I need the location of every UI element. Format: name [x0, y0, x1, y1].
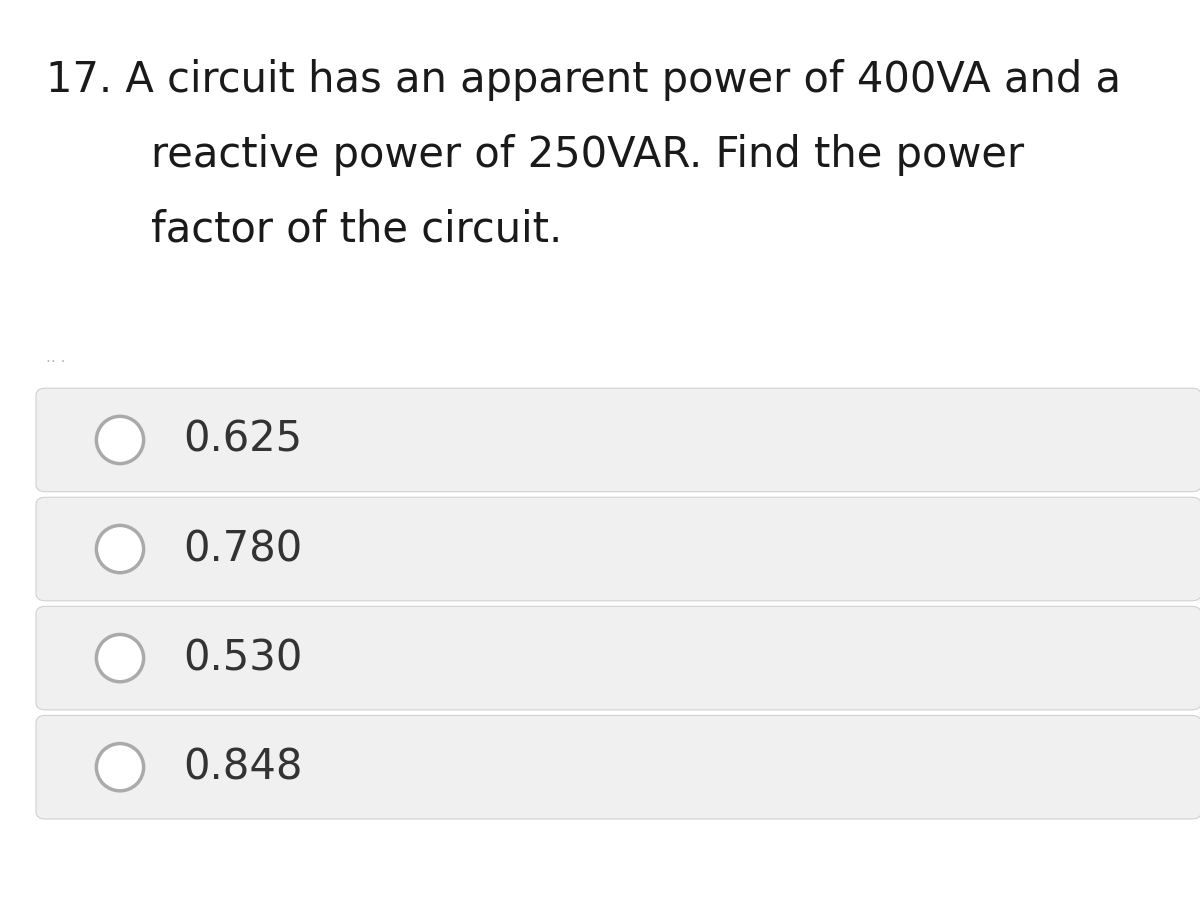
Ellipse shape: [96, 416, 144, 464]
Ellipse shape: [96, 634, 144, 682]
Text: 0.625: 0.625: [184, 419, 302, 461]
Text: 0.530: 0.530: [184, 637, 302, 679]
FancyBboxPatch shape: [36, 388, 1200, 492]
FancyBboxPatch shape: [36, 715, 1200, 819]
Ellipse shape: [96, 525, 144, 573]
Text: 0.848: 0.848: [184, 746, 304, 788]
Ellipse shape: [96, 744, 144, 791]
Text: 17. A circuit has an apparent power of 400VA and a: 17. A circuit has an apparent power of 4…: [46, 59, 1121, 101]
Text: .. .: .. .: [46, 350, 65, 365]
Text: 0.780: 0.780: [184, 528, 302, 570]
FancyBboxPatch shape: [36, 497, 1200, 601]
Text: reactive power of 250VAR. Find the power: reactive power of 250VAR. Find the power: [151, 134, 1025, 175]
FancyBboxPatch shape: [36, 606, 1200, 710]
Text: factor of the circuit.: factor of the circuit.: [151, 208, 563, 250]
